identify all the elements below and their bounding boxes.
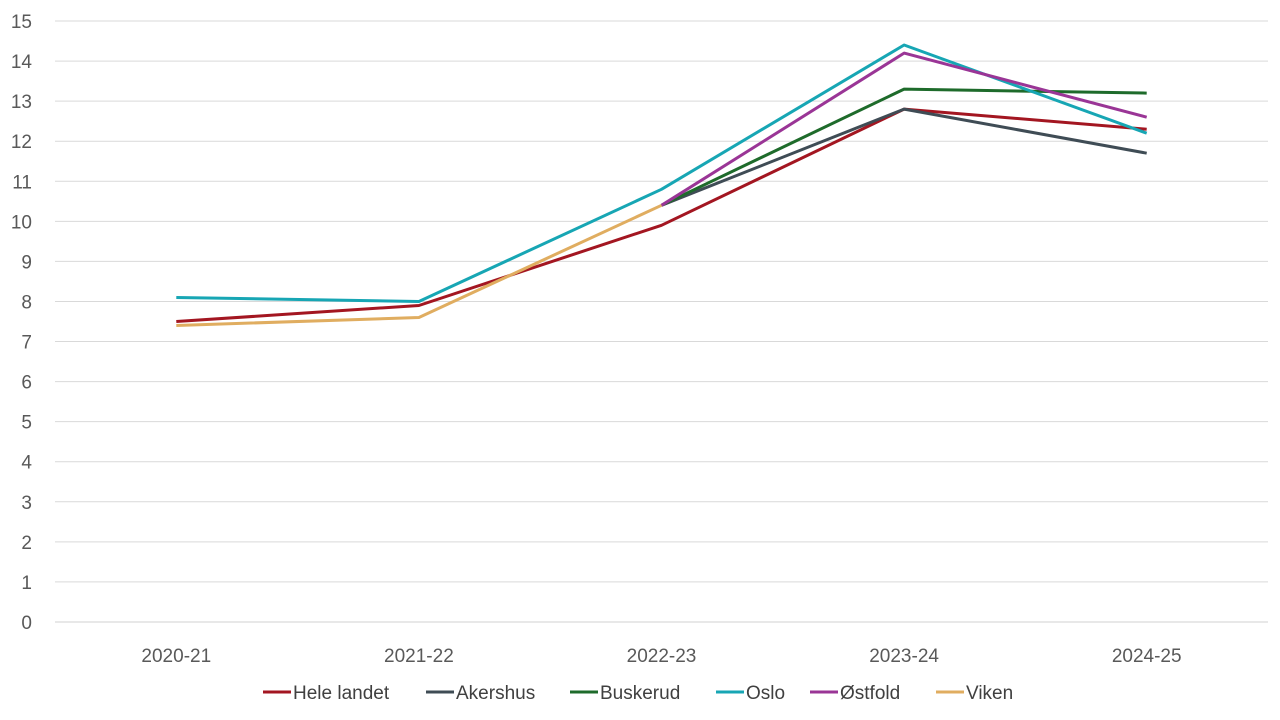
y-tick-label: 14 — [11, 52, 33, 73]
series-line-viken — [176, 203, 663, 327]
x-tick-label: 2022-23 — [627, 646, 697, 667]
x-axis-tick-labels: 2020-21 2021-22 2022-23 2023-24 2024-25 — [141, 646, 1181, 667]
x-tick-label: 2023-24 — [869, 646, 939, 667]
series-line-buskerud — [660, 87, 1147, 207]
y-tick-label: 9 — [21, 252, 32, 273]
gridlines — [55, 20, 1268, 623]
legend-label-oslo: Oslo — [746, 683, 785, 704]
y-tick-label: 6 — [21, 373, 32, 394]
legend-label-ostfold: Østfold — [840, 683, 900, 704]
y-tick-label: 1 — [21, 573, 32, 594]
series-line-akershus — [660, 107, 1147, 207]
x-tick-label: 2024-25 — [1112, 646, 1182, 667]
y-tick-label: 5 — [21, 413, 32, 434]
y-tick-label: 11 — [12, 172, 32, 193]
legend-label-hele-landet: Hele landet — [293, 683, 390, 704]
y-tick-label: 10 — [11, 212, 32, 233]
y-tick-label: 8 — [21, 292, 32, 313]
series-line-ostfold — [660, 51, 1148, 207]
y-tick-label: 4 — [21, 453, 32, 474]
series-line-oslo — [176, 43, 1148, 303]
series-lines — [176, 43, 1148, 327]
legend-label-viken: Viken — [966, 683, 1013, 704]
y-tick-label: 13 — [11, 92, 32, 113]
legend-label-buskerud: Buskerud — [600, 683, 680, 704]
y-tick-label: 15 — [11, 12, 32, 33]
y-tick-label: 0 — [21, 613, 32, 634]
legend-label-akershus: Akershus — [456, 683, 535, 704]
y-tick-label: 2 — [21, 533, 32, 554]
y-tick-label: 12 — [11, 132, 32, 153]
y-tick-label: 3 — [21, 493, 32, 514]
legend: Hele landet Akershus Buskerud Oslo Østfold Vi… — [263, 683, 1013, 704]
x-tick-label: 2021-22 — [384, 646, 454, 667]
x-tick-label: 2020-21 — [141, 646, 211, 667]
y-tick-label: 7 — [21, 333, 32, 354]
series-line-hele-landet — [176, 107, 1147, 323]
